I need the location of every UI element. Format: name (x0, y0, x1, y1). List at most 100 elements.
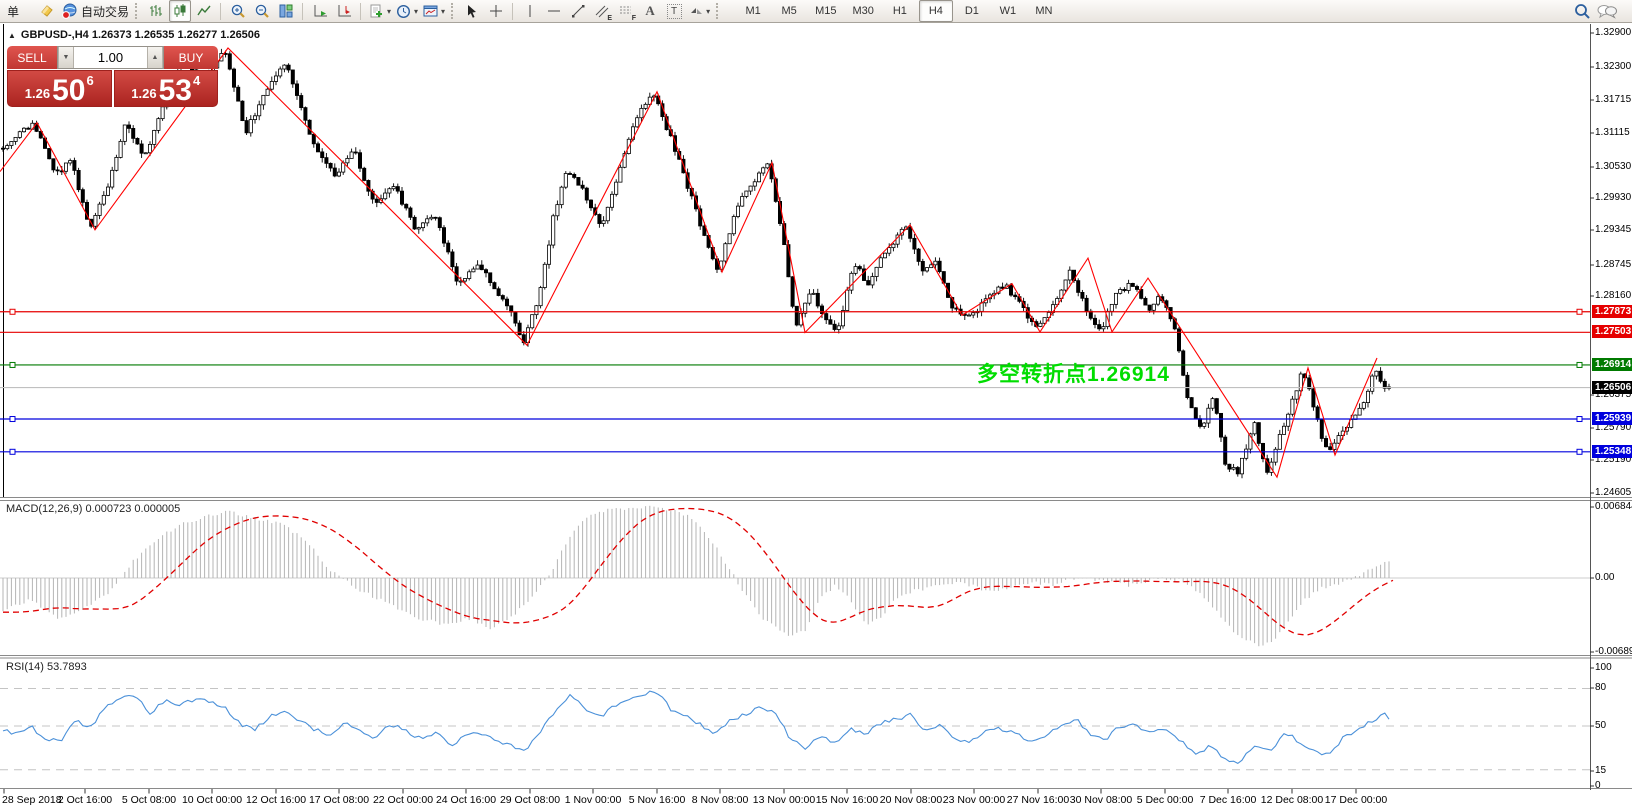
timeframe-button-m5[interactable]: M5 (781, 5, 797, 17)
volume-increase-button[interactable]: ▲ (147, 47, 163, 68)
note-icon (41, 5, 53, 17)
line-handle[interactable] (1576, 361, 1583, 368)
arrows-tool-button[interactable]: ▾ (687, 0, 711, 22)
line-handle[interactable] (9, 308, 16, 315)
line-handle[interactable] (9, 448, 16, 455)
sell-price-prefix: 1.26 (24, 86, 51, 101)
toolbar-separator (302, 2, 304, 20)
text-label-tool-icon: T (666, 3, 682, 19)
text-label-tool-button[interactable]: T (663, 0, 685, 22)
rsi-indicator-label: RSI(14) 53.7893 (6, 661, 87, 673)
line-handle[interactable] (1576, 416, 1583, 423)
text-tool-button[interactable]: A (639, 0, 661, 22)
line-handle[interactable] (1576, 308, 1583, 315)
auto-trading-button[interactable]: 自动交易 (60, 0, 130, 22)
vertical-line-icon (529, 5, 531, 17)
timeframe-button-w1[interactable]: W1 (999, 5, 1017, 17)
timeframe-button-h1[interactable]: H1 (892, 5, 907, 17)
chevron-down-icon: ▾ (414, 6, 419, 16)
buy-price-big: 53 (158, 74, 192, 107)
cursor-tool-button[interactable] (461, 0, 483, 22)
chevron-down-icon: ▾ (706, 6, 711, 16)
macd-signal-line (3, 507, 1394, 636)
indicators-icon (370, 4, 383, 17)
channel-tool-button[interactable]: E (591, 0, 613, 22)
line-handle[interactable] (1576, 448, 1583, 455)
toolbar-grip (716, 3, 721, 19)
equidistant-channel-icon (595, 5, 609, 18)
horizontal-line-icon (548, 10, 561, 12)
chevron-down-icon: ▾ (387, 6, 392, 16)
candlestick-icon (174, 4, 186, 17)
auto-scroll-button[interactable] (309, 0, 331, 22)
zoom-out-button[interactable] (251, 0, 273, 22)
toolbar-separator (360, 2, 362, 20)
trendline-icon (572, 5, 585, 18)
volume-field[interactable]: 1.00 (74, 47, 147, 68)
channel-tool-sublabel: E (607, 15, 613, 22)
timeframe-button-h4[interactable]: H4 (918, 0, 953, 22)
note-button[interactable] (36, 0, 58, 22)
chart-shift-button[interactable] (333, 0, 355, 22)
sell-button[interactable]: SELL (7, 46, 57, 69)
timeframe-button-d1[interactable]: D1 (964, 5, 979, 17)
buy-price-display[interactable]: 1.26 53 4 (113, 70, 218, 107)
macd-indicator-label: MACD(12,26,9) 0.000723 0.000005 (6, 503, 181, 515)
one-click-trading-panel: SELL ▼ 1.00 ▲ BUY 1.26 50 6 1.26 53 4 (7, 46, 218, 107)
buy-button[interactable]: BUY (164, 46, 218, 69)
tile-windows-button[interactable] (275, 0, 297, 22)
horizontal-line-tool-button[interactable] (543, 0, 565, 22)
timeframe-button-m15[interactable]: M15 (815, 5, 837, 17)
arrows-icon (691, 8, 703, 14)
chat-button[interactable] (1595, 0, 1619, 22)
sell-price-big: 50 (52, 74, 86, 107)
zoom-in-icon (231, 4, 245, 18)
timeframe-button-m1[interactable]: M1 (745, 5, 761, 17)
cursor-arrow-icon (468, 5, 477, 18)
sell-price-display[interactable]: 1.26 50 6 (7, 70, 112, 107)
collapse-panel-icon[interactable]: ▲ (8, 31, 16, 40)
text-tool-icon: A (645, 3, 655, 18)
volume-spinner: ▼ 1.00 ▲ (57, 46, 164, 69)
chevron-down-icon: ▾ (441, 6, 446, 16)
toolbar-separator (220, 2, 222, 20)
toolbar: 订单 自动交易 (0, 0, 1632, 23)
timeframe-button-m30[interactable]: M30 (852, 5, 874, 17)
new-order-label: 订单 (8, 4, 20, 19)
fibonacci-tool-sublabel: F (631, 15, 637, 22)
line-chart-mode-button[interactable] (193, 0, 215, 22)
indicators-menu-button[interactable]: ▾ (367, 0, 392, 22)
zoom-in-button[interactable] (227, 0, 249, 22)
timeframe-group: M1 M5 M15 M30 H1 H4 D1 W1 MN (735, 0, 1062, 22)
crosshair-tool-button[interactable] (485, 0, 507, 22)
chart-title-text: GBPUSD-,H4 1.26373 1.26535 1.26277 1.265… (20, 29, 261, 41)
chart-shift-icon (338, 4, 351, 16)
bar-chart-mode-button[interactable] (145, 0, 167, 22)
zoom-out-icon (255, 4, 269, 18)
tile-windows-icon (279, 4, 293, 18)
fibonacci-tool-button[interactable]: F (615, 0, 637, 22)
toolbar-grip (135, 3, 140, 19)
search-icon (1574, 3, 1590, 19)
zigzag-line[interactable] (0, 47, 1378, 479)
auto-trading-label: 自动交易 (81, 4, 130, 19)
fibonacci-icon (620, 6, 632, 14)
vertical-line-tool-button[interactable] (519, 0, 541, 22)
volume-decrease-button[interactable]: ▼ (58, 47, 74, 68)
line-handle[interactable] (9, 361, 16, 368)
periods-menu-button[interactable]: ▾ (394, 0, 419, 22)
crosshair-icon (490, 5, 503, 17)
trendline-tool-button[interactable] (567, 0, 589, 22)
buy-price-prefix: 1.26 (131, 86, 157, 101)
line-handle[interactable] (9, 416, 16, 423)
search-button[interactable] (1571, 0, 1593, 22)
templates-menu-button[interactable]: ▾ (421, 0, 446, 22)
toolbar-grip (451, 3, 456, 19)
candlestick-mode-button[interactable] (169, 0, 192, 22)
clock-icon (397, 4, 411, 18)
new-order-button[interactable]: 订单 (7, 0, 34, 22)
auto-scroll-icon (314, 4, 327, 16)
bar-chart-icon (150, 5, 163, 16)
timeframe-button-mn[interactable]: MN (1035, 5, 1053, 17)
